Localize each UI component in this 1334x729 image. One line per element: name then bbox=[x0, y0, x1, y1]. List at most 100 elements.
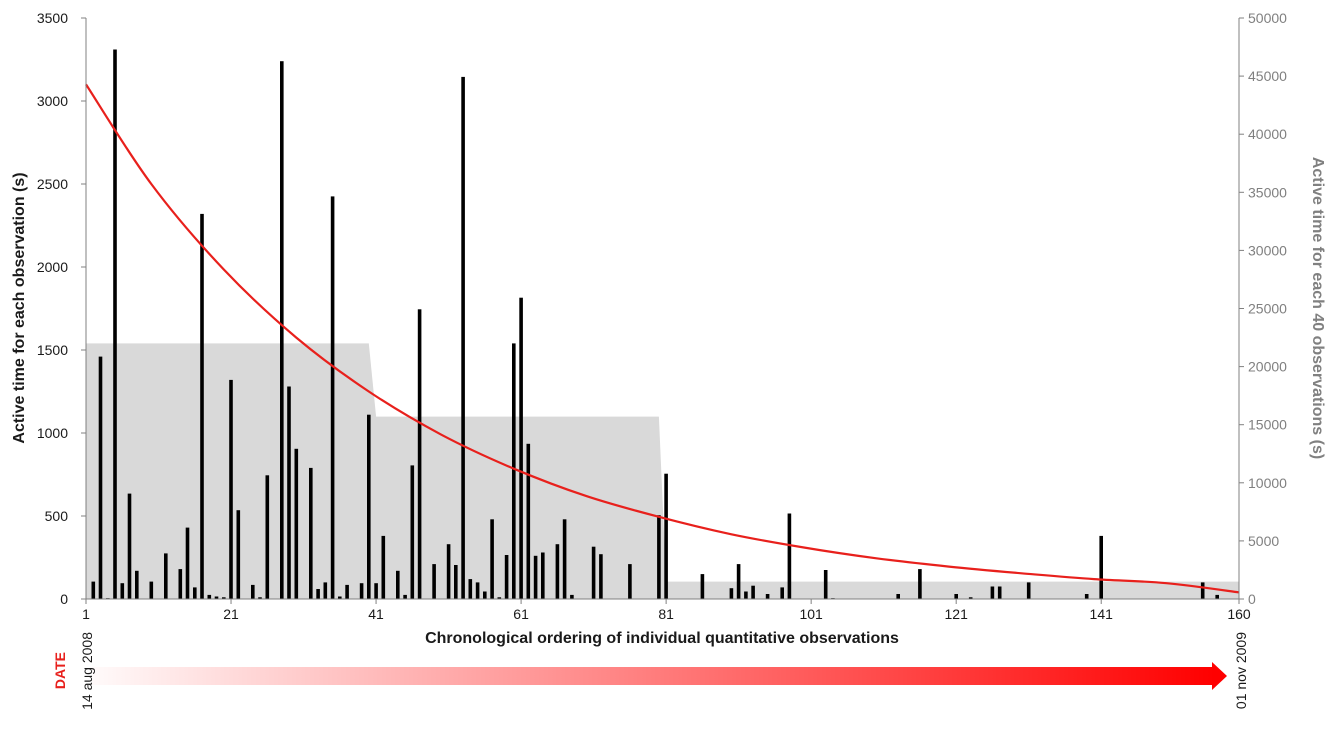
bar-23 bbox=[294, 448, 299, 599]
bar-46 bbox=[497, 597, 502, 599]
bar-47 bbox=[504, 555, 509, 599]
x-tick-label: 41 bbox=[368, 606, 384, 622]
x-tick-label: 141 bbox=[1090, 606, 1114, 622]
x-tick-label: 21 bbox=[223, 606, 239, 622]
left-y-tick-label: 1500 bbox=[37, 342, 68, 358]
bar-57 bbox=[599, 554, 603, 599]
bar-64 bbox=[744, 591, 748, 599]
bar-53 bbox=[555, 544, 560, 599]
bar-69 bbox=[823, 570, 828, 599]
bar-6 bbox=[135, 570, 139, 599]
bar-42 bbox=[468, 579, 473, 599]
bar-73 bbox=[954, 594, 958, 599]
bar-60 bbox=[664, 473, 668, 599]
left-y-axis-ticks: 0 500 1000 1500 2000 2500 3000 3500 bbox=[37, 10, 86, 607]
x-axis-ticks: 1 21 41 61 81 101 121 141 160 bbox=[82, 599, 1251, 622]
bar-49 bbox=[519, 297, 523, 599]
bar-35 bbox=[403, 594, 407, 599]
bar-32 bbox=[374, 583, 378, 599]
bar-71 bbox=[896, 594, 900, 599]
left-y-tick-label: 500 bbox=[45, 508, 69, 524]
bar-8 bbox=[164, 553, 168, 599]
bar-14 bbox=[214, 596, 219, 599]
bar-27 bbox=[330, 196, 335, 599]
bar-22 bbox=[287, 386, 291, 599]
right-y-tick-label: 15000 bbox=[1248, 417, 1287, 433]
bar-62 bbox=[729, 588, 734, 599]
right-y-tick-label: 10000 bbox=[1248, 475, 1287, 491]
bar-3 bbox=[113, 49, 117, 599]
bar-55 bbox=[570, 594, 574, 599]
bar-59 bbox=[657, 515, 661, 599]
bar-13 bbox=[207, 594, 212, 599]
right-y-tick-label: 30000 bbox=[1248, 242, 1287, 258]
date-start-label: 14 aug 2008 bbox=[79, 632, 95, 710]
bar-78 bbox=[1084, 594, 1089, 599]
bar-39 bbox=[446, 544, 451, 599]
trend-line bbox=[85, 83, 1240, 594]
left-y-tick-label: 2000 bbox=[37, 259, 68, 275]
bar-77 bbox=[1026, 582, 1031, 599]
bar-74 bbox=[968, 597, 973, 599]
bar-19 bbox=[258, 597, 262, 599]
right-y-tick-label: 45000 bbox=[1248, 68, 1287, 84]
bar-29 bbox=[345, 584, 349, 599]
bar-63 bbox=[736, 564, 741, 599]
date-axis: DATE 14 aug 2008 01 nov 2009 bbox=[52, 632, 1249, 710]
right-y-tick-label: 5000 bbox=[1248, 533, 1279, 549]
bar-20 bbox=[265, 475, 270, 599]
bar-76 bbox=[997, 586, 1002, 599]
x-tick-label: 101 bbox=[799, 606, 823, 622]
right-y-tick-label: 25000 bbox=[1248, 301, 1287, 317]
date-axis-title: DATE bbox=[52, 652, 68, 689]
bar-48 bbox=[512, 343, 516, 599]
bar-1 bbox=[98, 356, 103, 599]
bar-0 bbox=[91, 581, 96, 599]
right-axis-area-layer bbox=[86, 343, 1239, 599]
bar-51 bbox=[533, 555, 538, 599]
right-y-tick-label: 20000 bbox=[1248, 359, 1287, 375]
x-tick-label: 160 bbox=[1227, 606, 1251, 622]
bar-68 bbox=[787, 513, 792, 599]
bar-37 bbox=[417, 309, 422, 599]
bar-16 bbox=[229, 379, 233, 599]
bar-21 bbox=[280, 61, 284, 599]
x-tick-label: 1 bbox=[82, 606, 90, 622]
x-tick-label: 121 bbox=[945, 606, 969, 622]
bar-52 bbox=[541, 552, 545, 599]
bar-44 bbox=[483, 591, 487, 599]
bar-34 bbox=[396, 570, 400, 599]
bar-10 bbox=[185, 527, 190, 599]
trend-line-layer bbox=[85, 83, 1240, 594]
bar-79 bbox=[1099, 535, 1103, 599]
bar-81 bbox=[1215, 594, 1219, 599]
right-y-tick-label: 0 bbox=[1248, 591, 1256, 607]
left-y-tick-label: 3000 bbox=[37, 93, 68, 109]
bar-30 bbox=[359, 583, 364, 599]
right-y-tick-label: 35000 bbox=[1248, 184, 1287, 200]
bar-58 bbox=[628, 564, 632, 599]
bar-24 bbox=[309, 467, 313, 599]
bar-65 bbox=[751, 585, 755, 599]
x-tick-label: 61 bbox=[513, 606, 529, 622]
bar-41 bbox=[461, 76, 465, 599]
date-arrowhead-icon bbox=[1212, 662, 1227, 690]
x-axis-title: Chronological ordering of individual qua… bbox=[425, 630, 899, 647]
left-y-axis-title: Active time for each observation (s) bbox=[11, 172, 28, 443]
right-y-axis-title: Active time for each 40 observations (s) bbox=[1309, 157, 1326, 459]
bar-17 bbox=[236, 510, 241, 599]
left-y-tick-label: 0 bbox=[60, 591, 68, 607]
bar-40 bbox=[454, 565, 458, 599]
bar-38 bbox=[432, 564, 436, 599]
bar-75 bbox=[990, 586, 995, 599]
bar-9 bbox=[178, 569, 183, 599]
right-y-axis-ticks: 0 5000 10000 15000 20000 25000 30000 35000 40000… bbox=[1239, 10, 1287, 607]
bar-31 bbox=[367, 414, 371, 599]
bar-50 bbox=[526, 443, 531, 599]
bar-11 bbox=[193, 587, 197, 599]
bar-33 bbox=[381, 535, 386, 599]
bar-18 bbox=[251, 584, 255, 599]
right-y-tick-label: 40000 bbox=[1248, 126, 1287, 142]
